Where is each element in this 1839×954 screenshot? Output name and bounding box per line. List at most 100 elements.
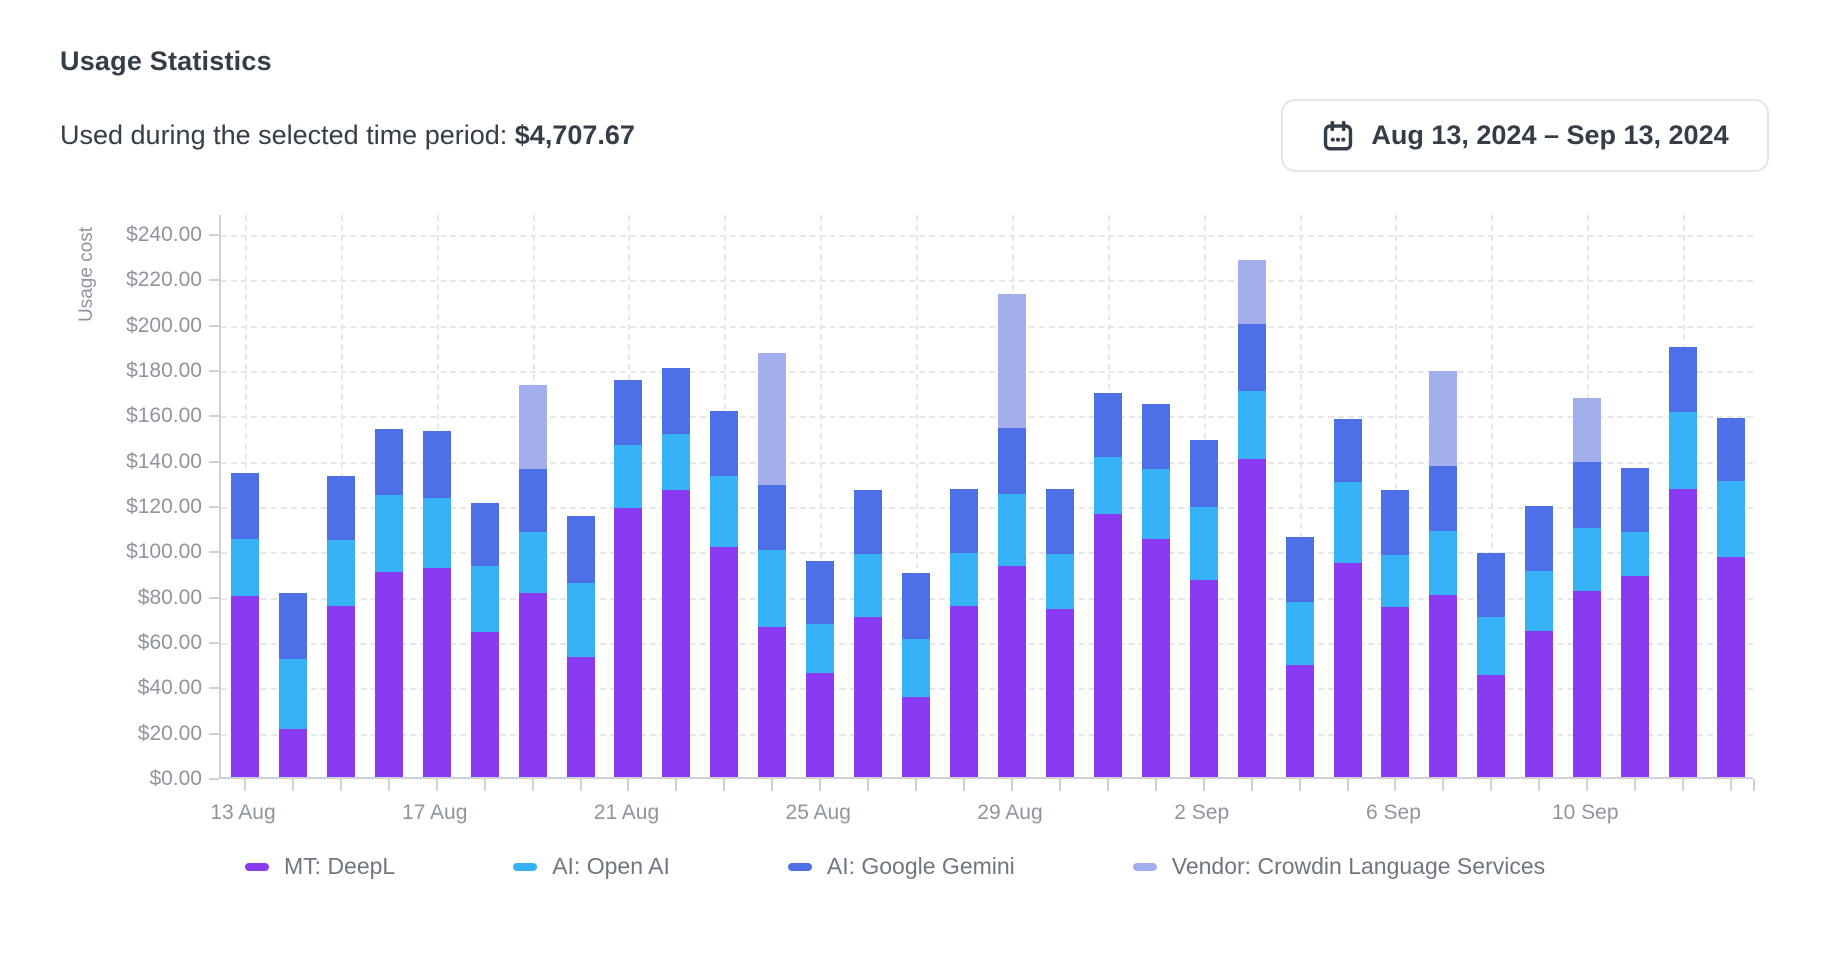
bar-13-sep[interactable] xyxy=(1717,417,1746,777)
legend-item-ai[interactable]: AI: Google Gemini xyxy=(787,853,1015,880)
bar-4-sep[interactable] xyxy=(1285,536,1314,777)
bar-segment[interactable] xyxy=(950,552,979,606)
bar-10-sep[interactable] xyxy=(1573,398,1602,777)
bar-22-aug[interactable] xyxy=(662,367,691,777)
bar-segment[interactable] xyxy=(902,696,931,777)
bar-segment[interactable] xyxy=(1669,489,1698,777)
bar-segment[interactable] xyxy=(1621,532,1650,577)
bar-segment[interactable] xyxy=(566,656,595,777)
bar-segment[interactable] xyxy=(1525,506,1554,571)
bar-segment[interactable] xyxy=(1189,579,1218,777)
bar-1-sep[interactable] xyxy=(1141,404,1170,777)
bar-segment[interactable] xyxy=(1477,617,1506,676)
bar-segment[interactable] xyxy=(1429,594,1458,777)
bar-segment[interactable] xyxy=(422,498,451,569)
bar-segment[interactable] xyxy=(1669,347,1698,413)
bar-segment[interactable] xyxy=(1429,531,1458,595)
bar-13-aug[interactable] xyxy=(230,473,259,777)
bar-segment[interactable] xyxy=(470,502,499,567)
bar-segment[interactable] xyxy=(997,566,1026,777)
legend-item-mt[interactable]: MT: DeepL xyxy=(245,853,395,880)
bar-segment[interactable] xyxy=(566,583,595,657)
bar-30-aug[interactable] xyxy=(1045,489,1074,777)
bar-segment[interactable] xyxy=(1093,392,1122,458)
bar-segment[interactable] xyxy=(1285,664,1314,777)
bar-18-aug[interactable] xyxy=(470,502,499,777)
bar-segment[interactable] xyxy=(1333,482,1362,563)
bar-segment[interactable] xyxy=(1141,468,1170,540)
bar-segment[interactable] xyxy=(470,566,499,632)
bar-segment[interactable] xyxy=(1573,527,1602,592)
bar-segment[interactable] xyxy=(1189,507,1218,580)
bar-23-aug[interactable] xyxy=(710,410,739,777)
bar-segment[interactable] xyxy=(902,638,931,697)
bar-segment[interactable] xyxy=(1237,260,1266,324)
bar-12-sep[interactable] xyxy=(1669,347,1698,777)
bar-segment[interactable] xyxy=(1525,630,1554,777)
bar-segment[interactable] xyxy=(997,493,1026,567)
bar-26-aug[interactable] xyxy=(854,490,883,777)
bar-segment[interactable] xyxy=(518,468,547,533)
bar-segment[interactable] xyxy=(662,433,691,491)
bar-segment[interactable] xyxy=(1189,440,1218,508)
bar-segment[interactable] xyxy=(1045,489,1074,554)
bar-segment[interactable] xyxy=(1429,466,1458,532)
bar-segment[interactable] xyxy=(1093,514,1122,777)
bar-segment[interactable] xyxy=(1573,461,1602,528)
bar-segment[interactable] xyxy=(1381,490,1410,555)
bar-segment[interactable] xyxy=(518,384,547,469)
bar-segment[interactable] xyxy=(1573,591,1602,777)
bar-segment[interactable] xyxy=(326,605,355,777)
bar-segment[interactable] xyxy=(1237,390,1266,459)
bar-segment[interactable] xyxy=(1525,570,1554,631)
bar-27-aug[interactable] xyxy=(902,573,931,777)
bar-14-aug[interactable] xyxy=(278,593,307,777)
bar-3-sep[interactable] xyxy=(1237,260,1266,777)
legend-item-vendor[interactable]: Vendor: Crowdin Language Services xyxy=(1132,853,1545,880)
bar-15-aug[interactable] xyxy=(326,475,355,777)
bar-segment[interactable] xyxy=(470,631,499,777)
bar-segment[interactable] xyxy=(614,508,643,777)
bar-segment[interactable] xyxy=(374,429,403,495)
bar-segment[interactable] xyxy=(1141,404,1170,469)
bar-25-aug[interactable] xyxy=(806,560,835,777)
bar-segment[interactable] xyxy=(566,516,595,584)
bar-11-sep[interactable] xyxy=(1621,467,1650,777)
bar-segment[interactable] xyxy=(1141,539,1170,777)
bar-segment[interactable] xyxy=(1333,562,1362,777)
bar-segment[interactable] xyxy=(1669,412,1698,490)
bar-segment[interactable] xyxy=(374,494,403,572)
bar-19-aug[interactable] xyxy=(518,384,547,777)
bar-segment[interactable] xyxy=(997,294,1026,428)
bar-segment[interactable] xyxy=(806,560,835,625)
bar-segment[interactable] xyxy=(1333,418,1362,483)
bar-segment[interactable] xyxy=(902,573,931,639)
bar-segment[interactable] xyxy=(1717,557,1746,777)
bar-segment[interactable] xyxy=(710,410,739,476)
bar-segment[interactable] xyxy=(854,490,883,554)
bar-segment[interactable] xyxy=(230,539,259,596)
bar-segment[interactable] xyxy=(997,427,1026,494)
bar-segment[interactable] xyxy=(1285,536,1314,603)
bar-2-sep[interactable] xyxy=(1189,440,1218,777)
bar-segment[interactable] xyxy=(758,353,787,485)
bar-segment[interactable] xyxy=(950,605,979,777)
bar-20-aug[interactable] xyxy=(566,516,595,777)
bar-segment[interactable] xyxy=(374,571,403,777)
bar-24-aug[interactable] xyxy=(758,353,787,777)
bar-segment[interactable] xyxy=(422,431,451,499)
bar-segment[interactable] xyxy=(278,659,307,730)
bar-segment[interactable] xyxy=(1717,481,1746,558)
bar-segment[interactable] xyxy=(950,489,979,553)
bar-29-aug[interactable] xyxy=(997,294,1026,777)
bar-segment[interactable] xyxy=(1381,607,1410,777)
bar-21-aug[interactable] xyxy=(614,380,643,777)
bar-segment[interactable] xyxy=(1237,323,1266,391)
bar-segment[interactable] xyxy=(278,729,307,777)
bar-segment[interactable] xyxy=(518,593,547,777)
bar-segment[interactable] xyxy=(326,540,355,606)
bar-segment[interactable] xyxy=(1381,554,1410,608)
bar-segment[interactable] xyxy=(1477,552,1506,618)
bar-segment[interactable] xyxy=(1429,371,1458,467)
bar-segment[interactable] xyxy=(230,473,259,540)
